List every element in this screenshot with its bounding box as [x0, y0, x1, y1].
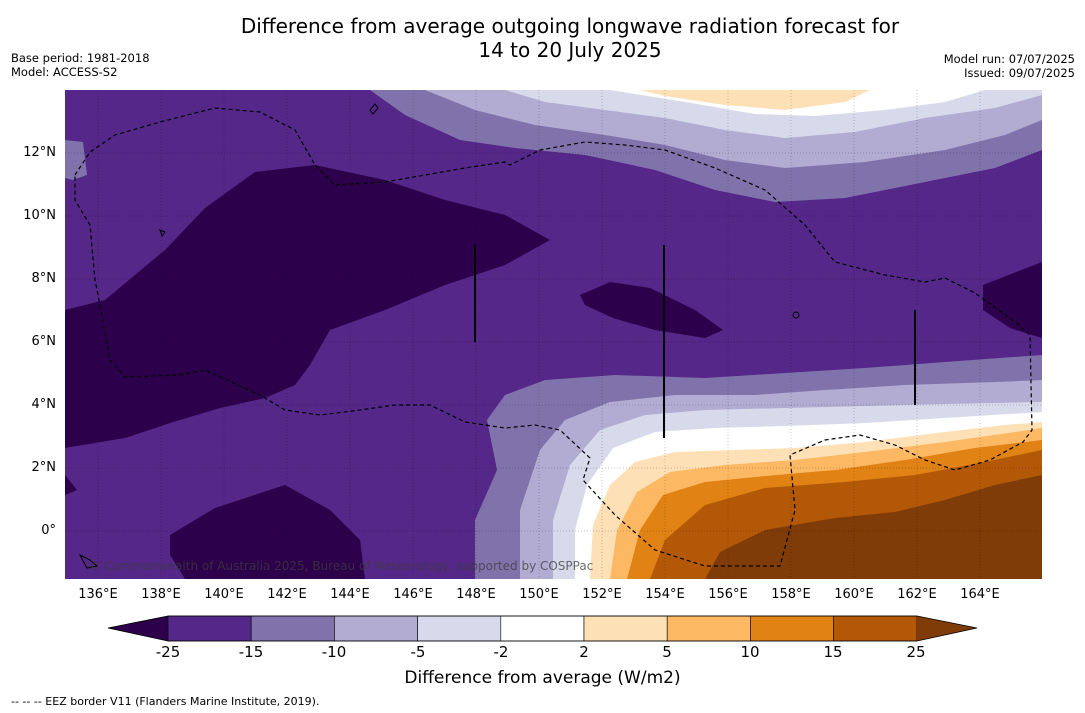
lon-label-148e: 148°E	[456, 587, 496, 602]
model-run: Model run: 07/07/2025	[943, 52, 1075, 66]
colorbar-segment	[334, 615, 418, 642]
cbar-tick-2: -10	[321, 643, 347, 661]
copyright-notice: © Commonwealth of Australia 2025, Bureau…	[88, 559, 594, 573]
colorbar	[107, 615, 978, 642]
lon-label-156e: 156°E	[708, 587, 748, 602]
cbar-tick-0: -25	[155, 643, 181, 661]
model-name: Model: ACCESS-S2	[11, 65, 118, 79]
lon-label-150e: 150°E	[519, 587, 559, 602]
island-outlines	[78, 103, 800, 569]
colorbar-segment	[666, 615, 751, 642]
data-lines	[474, 245, 916, 438]
colorbar-outline	[107, 615, 978, 642]
lon-label-138e: 138°E	[141, 587, 181, 602]
cbar-tick-3: -5	[410, 643, 426, 661]
lat-label-0: 0°	[41, 523, 56, 538]
olr-anomaly-map	[65, 90, 1042, 579]
lon-label-142e: 142°E	[267, 587, 307, 602]
colorbar-segments	[108, 615, 977, 642]
lon-label-140e: 140°E	[204, 587, 244, 602]
lon-label-136e: 136°E	[78, 587, 118, 602]
cbar-tick-6: 5	[662, 643, 672, 661]
colorbar-segment	[417, 615, 502, 642]
lat-label-8n: 8°N	[31, 271, 57, 286]
colorbar-extend-high	[916, 616, 977, 641]
lat-label-12n: 12°N	[23, 145, 56, 160]
lon-label-154e: 154°E	[645, 587, 685, 602]
lon-label-144e: 144°E	[330, 587, 370, 602]
eez-footnote: -- -- -- EEZ border V11 (Flanders Marine…	[11, 695, 320, 708]
lat-label-4n: 4°N	[31, 397, 57, 412]
title-line-1: Difference from average outgoing longwav…	[240, 14, 900, 38]
cbar-tick-5: 2	[579, 643, 589, 661]
map-title: Difference from average outgoing longwav…	[0, 14, 1085, 62]
lat-label-10n: 10°N	[23, 208, 56, 223]
run-info: Model run: 07/07/2025 Issued: 09/07/2025	[944, 52, 1075, 80]
lon-label-158e: 158°E	[771, 587, 811, 602]
cbar-tick-4: -2	[493, 643, 509, 661]
fill-below-minus25-south	[170, 485, 365, 579]
lon-label-160e: 160°E	[834, 587, 874, 602]
base-period: Base period: 1981-2018	[11, 51, 150, 65]
cbar-tick-7: 10	[740, 643, 760, 661]
model-info: Base period: 1981-2018 Model: ACCESS-S2	[11, 51, 150, 79]
lon-label-152e: 152°E	[582, 587, 622, 602]
colorbar-segment	[583, 615, 668, 642]
fill-2-to-5-north	[640, 90, 870, 110]
cbar-tick-1: -15	[238, 643, 264, 661]
lat-label-6n: 6°N	[31, 334, 57, 349]
fill-below-minus25-east	[983, 262, 1042, 338]
map-svg	[65, 90, 1042, 579]
fill-above-25	[705, 475, 1042, 579]
graticule	[65, 90, 1042, 579]
eez-border	[74, 107, 1033, 567]
colorbar-segment	[500, 615, 585, 642]
fill-minus10-to-minus15-nw	[65, 140, 87, 180]
colorbar-segment	[750, 615, 834, 642]
colorbar-segment	[167, 615, 252, 642]
lon-label-146e: 146°E	[393, 587, 433, 602]
lon-label-162e: 162°E	[897, 587, 937, 602]
cbar-tick-8: 15	[823, 643, 843, 661]
lat-label-2n: 2°N	[31, 460, 57, 475]
title-line-2: 14 to 20 July 2025	[478, 38, 662, 62]
colorbar-extend-low	[108, 616, 168, 641]
cbar-tick-9: 25	[906, 643, 926, 661]
colorbar-segment	[833, 615, 918, 642]
colorbar-segment	[250, 615, 335, 642]
issued-date: Issued: 09/07/2025	[964, 66, 1075, 80]
colorbar-label: Difference from average (W/m2)	[404, 668, 681, 688]
fill-below-minus25-west	[65, 165, 550, 448]
fill-below-minus25-central	[580, 282, 723, 338]
lon-label-164e: 164°E	[960, 587, 1000, 602]
fill-below-minus25-edge	[65, 475, 77, 495]
